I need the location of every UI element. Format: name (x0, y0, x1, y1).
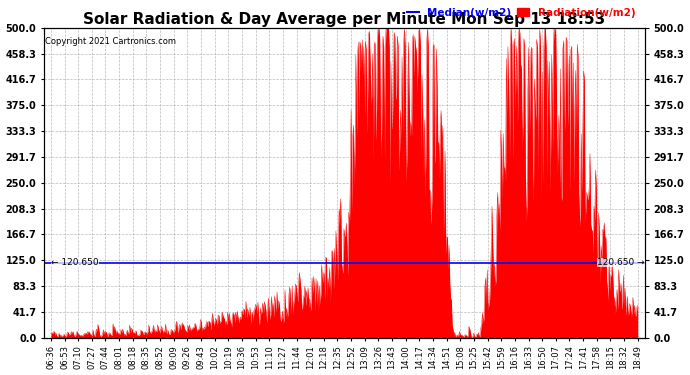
Title: Solar Radiation & Day Average per Minute Mon Sep 13 18:53: Solar Radiation & Day Average per Minute… (83, 12, 605, 27)
Text: ← 120.650: ← 120.650 (51, 258, 99, 267)
Text: 120.650 →: 120.650 → (597, 258, 644, 267)
Text: Copyright 2021 Cartronics.com: Copyright 2021 Cartronics.com (46, 37, 176, 46)
Legend: Median(w/m2), Radiation(w/m2): Median(w/m2), Radiation(w/m2) (402, 3, 640, 22)
